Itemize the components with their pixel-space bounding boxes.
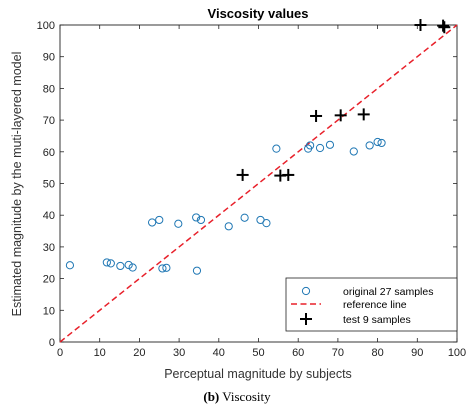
y-tick-label: 50 — [43, 179, 55, 191]
x-tick-label: 50 — [252, 347, 264, 359]
x-tick-label: 60 — [292, 347, 304, 359]
original-sample-point — [349, 147, 358, 156]
x-tick-label: 30 — [173, 347, 185, 359]
original-sample-point — [373, 137, 382, 147]
chart-title: Viscosity values — [208, 6, 309, 21]
y-axis-label: Estimated magnitude by the muti-layered … — [10, 52, 24, 317]
y-tick-label: 10 — [43, 305, 55, 317]
legend-marker-test — [300, 313, 312, 325]
y-tick-label: 80 — [43, 83, 55, 95]
original-sample-point — [116, 261, 125, 271]
original-sample-point — [162, 263, 171, 272]
original-sample-point — [240, 213, 249, 222]
test-sample-point — [310, 109, 323, 122]
original-sample-point — [306, 141, 315, 150]
legend-label-test: test 9 samples — [343, 314, 411, 326]
y-tick-label: 20 — [43, 274, 55, 286]
y-tick-label: 100 — [37, 20, 55, 32]
legend-label-reference: reference line — [343, 299, 407, 311]
original-sample-point — [192, 266, 202, 275]
x-tick-label: 10 — [94, 347, 106, 359]
legend-label-original: original 27 samples — [343, 286, 433, 298]
x-tick-label: 40 — [213, 347, 225, 359]
plot-area: 0 10 20 30 40 50 60 70 80 90 100 0 10 20 30 40 50 60 70 80 9… — [37, 19, 466, 359]
caption-text: Viscosity — [222, 389, 271, 404]
original-sample-point — [148, 218, 157, 227]
test-sample-point — [357, 108, 370, 121]
test-sample-point — [437, 19, 450, 32]
y-tick-label: 40 — [43, 210, 55, 222]
y-tick-label: 30 — [43, 242, 55, 254]
test-sample-point — [236, 168, 249, 181]
original-sample-point — [65, 261, 75, 270]
y-tick-label: 90 — [43, 52, 55, 64]
original-sample-point — [224, 222, 233, 231]
test-sample-point — [334, 109, 347, 122]
test-sample-point — [282, 168, 295, 181]
legend: original 27 samples reference line test … — [285, 277, 458, 332]
original-sample-point — [102, 258, 111, 267]
reference-line — [59, 24, 458, 343]
original-sample-point — [158, 264, 167, 273]
test-sample-point — [438, 21, 451, 34]
x-axis-label: Perceptual magnitude by subjects — [164, 367, 352, 381]
original-sample-point — [325, 140, 335, 149]
original-sample-point — [262, 219, 271, 228]
x-tick-label: 80 — [371, 347, 383, 359]
y-tick-label: 60 — [43, 147, 55, 159]
original-sample-point — [377, 138, 386, 148]
x-tick-label: 20 — [133, 347, 145, 359]
original-sample-point — [128, 263, 137, 272]
original-sample-point — [106, 259, 115, 268]
test-sample-point — [414, 19, 427, 31]
original-sample-point — [155, 215, 164, 225]
original-sample-point — [196, 215, 206, 225]
original-sample-point — [124, 260, 133, 270]
original-sample-point — [192, 213, 201, 222]
x-tick-label: 70 — [332, 347, 344, 359]
x-tick-label: 100 — [448, 347, 466, 359]
figure-caption: (b) Viscosity — [0, 389, 474, 405]
original-sample-point — [174, 219, 183, 228]
caption-label: (b) — [203, 389, 220, 404]
legend-marker-original — [301, 286, 311, 296]
x-tick-label: 0 — [57, 347, 63, 359]
original-sample-point — [315, 143, 325, 153]
original-sample-point — [365, 141, 374, 150]
y-tick-label: 70 — [43, 115, 55, 127]
original-sample-point — [272, 144, 281, 153]
y-tick-label: 0 — [49, 337, 55, 349]
x-tick-label: 90 — [411, 347, 423, 359]
